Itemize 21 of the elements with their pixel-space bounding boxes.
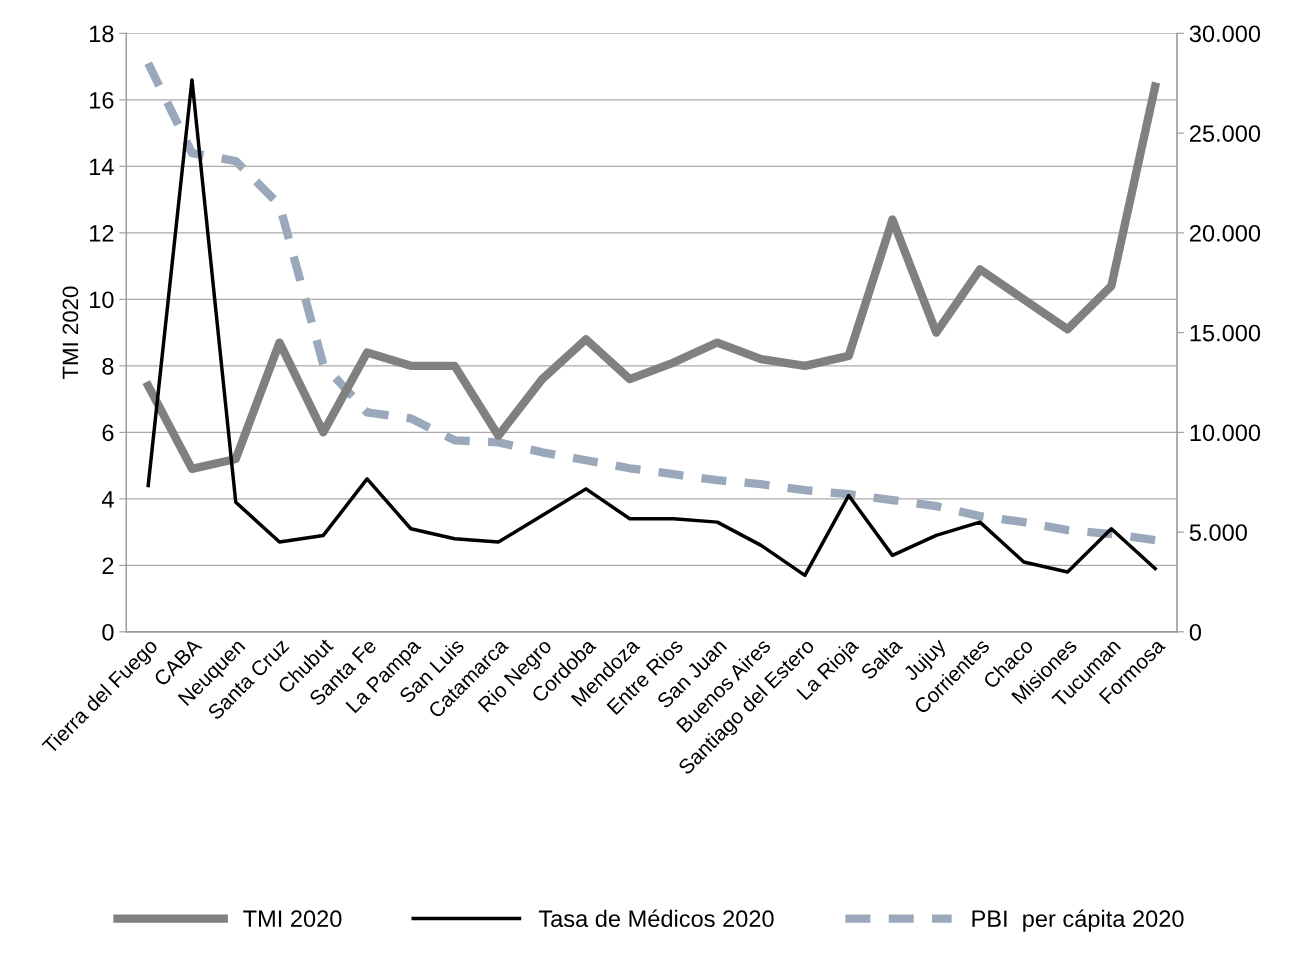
legend-label: TMI 2020 bbox=[243, 910, 342, 928]
y-tick-label: 0 bbox=[102, 623, 114, 641]
y-tick-label: 2 bbox=[102, 557, 114, 574]
y2-tick-label: 15.000 bbox=[1190, 324, 1261, 342]
legend-label: Tasa de Médicos 2020 bbox=[538, 909, 774, 928]
y2-tick-label: 20.000 bbox=[1190, 224, 1261, 242]
y-tick-label: 16 bbox=[90, 91, 114, 109]
y-axis-title: TMI 2020 bbox=[62, 286, 79, 380]
y-tick-label: 10 bbox=[90, 291, 114, 309]
y2-tick-label: 0 bbox=[1189, 623, 1202, 641]
y2-tick-label: 25.000 bbox=[1190, 125, 1261, 142]
y-tick-label: 14 bbox=[90, 158, 114, 175]
y-tick-label: 4 bbox=[101, 491, 114, 508]
legend-label: PBI per cápita 2020 bbox=[972, 909, 1184, 932]
y-tick-label: 8 bbox=[102, 357, 114, 375]
y2-tick-label: 5.000 bbox=[1189, 524, 1247, 541]
y-tick-label: 6 bbox=[102, 424, 114, 442]
y2-tick-label: 30.000 bbox=[1189, 25, 1261, 43]
y-tick-label: 18 bbox=[90, 25, 114, 43]
y-tick-label: 12 bbox=[90, 224, 114, 242]
y2-tick-label: 10.000 bbox=[1190, 424, 1261, 442]
